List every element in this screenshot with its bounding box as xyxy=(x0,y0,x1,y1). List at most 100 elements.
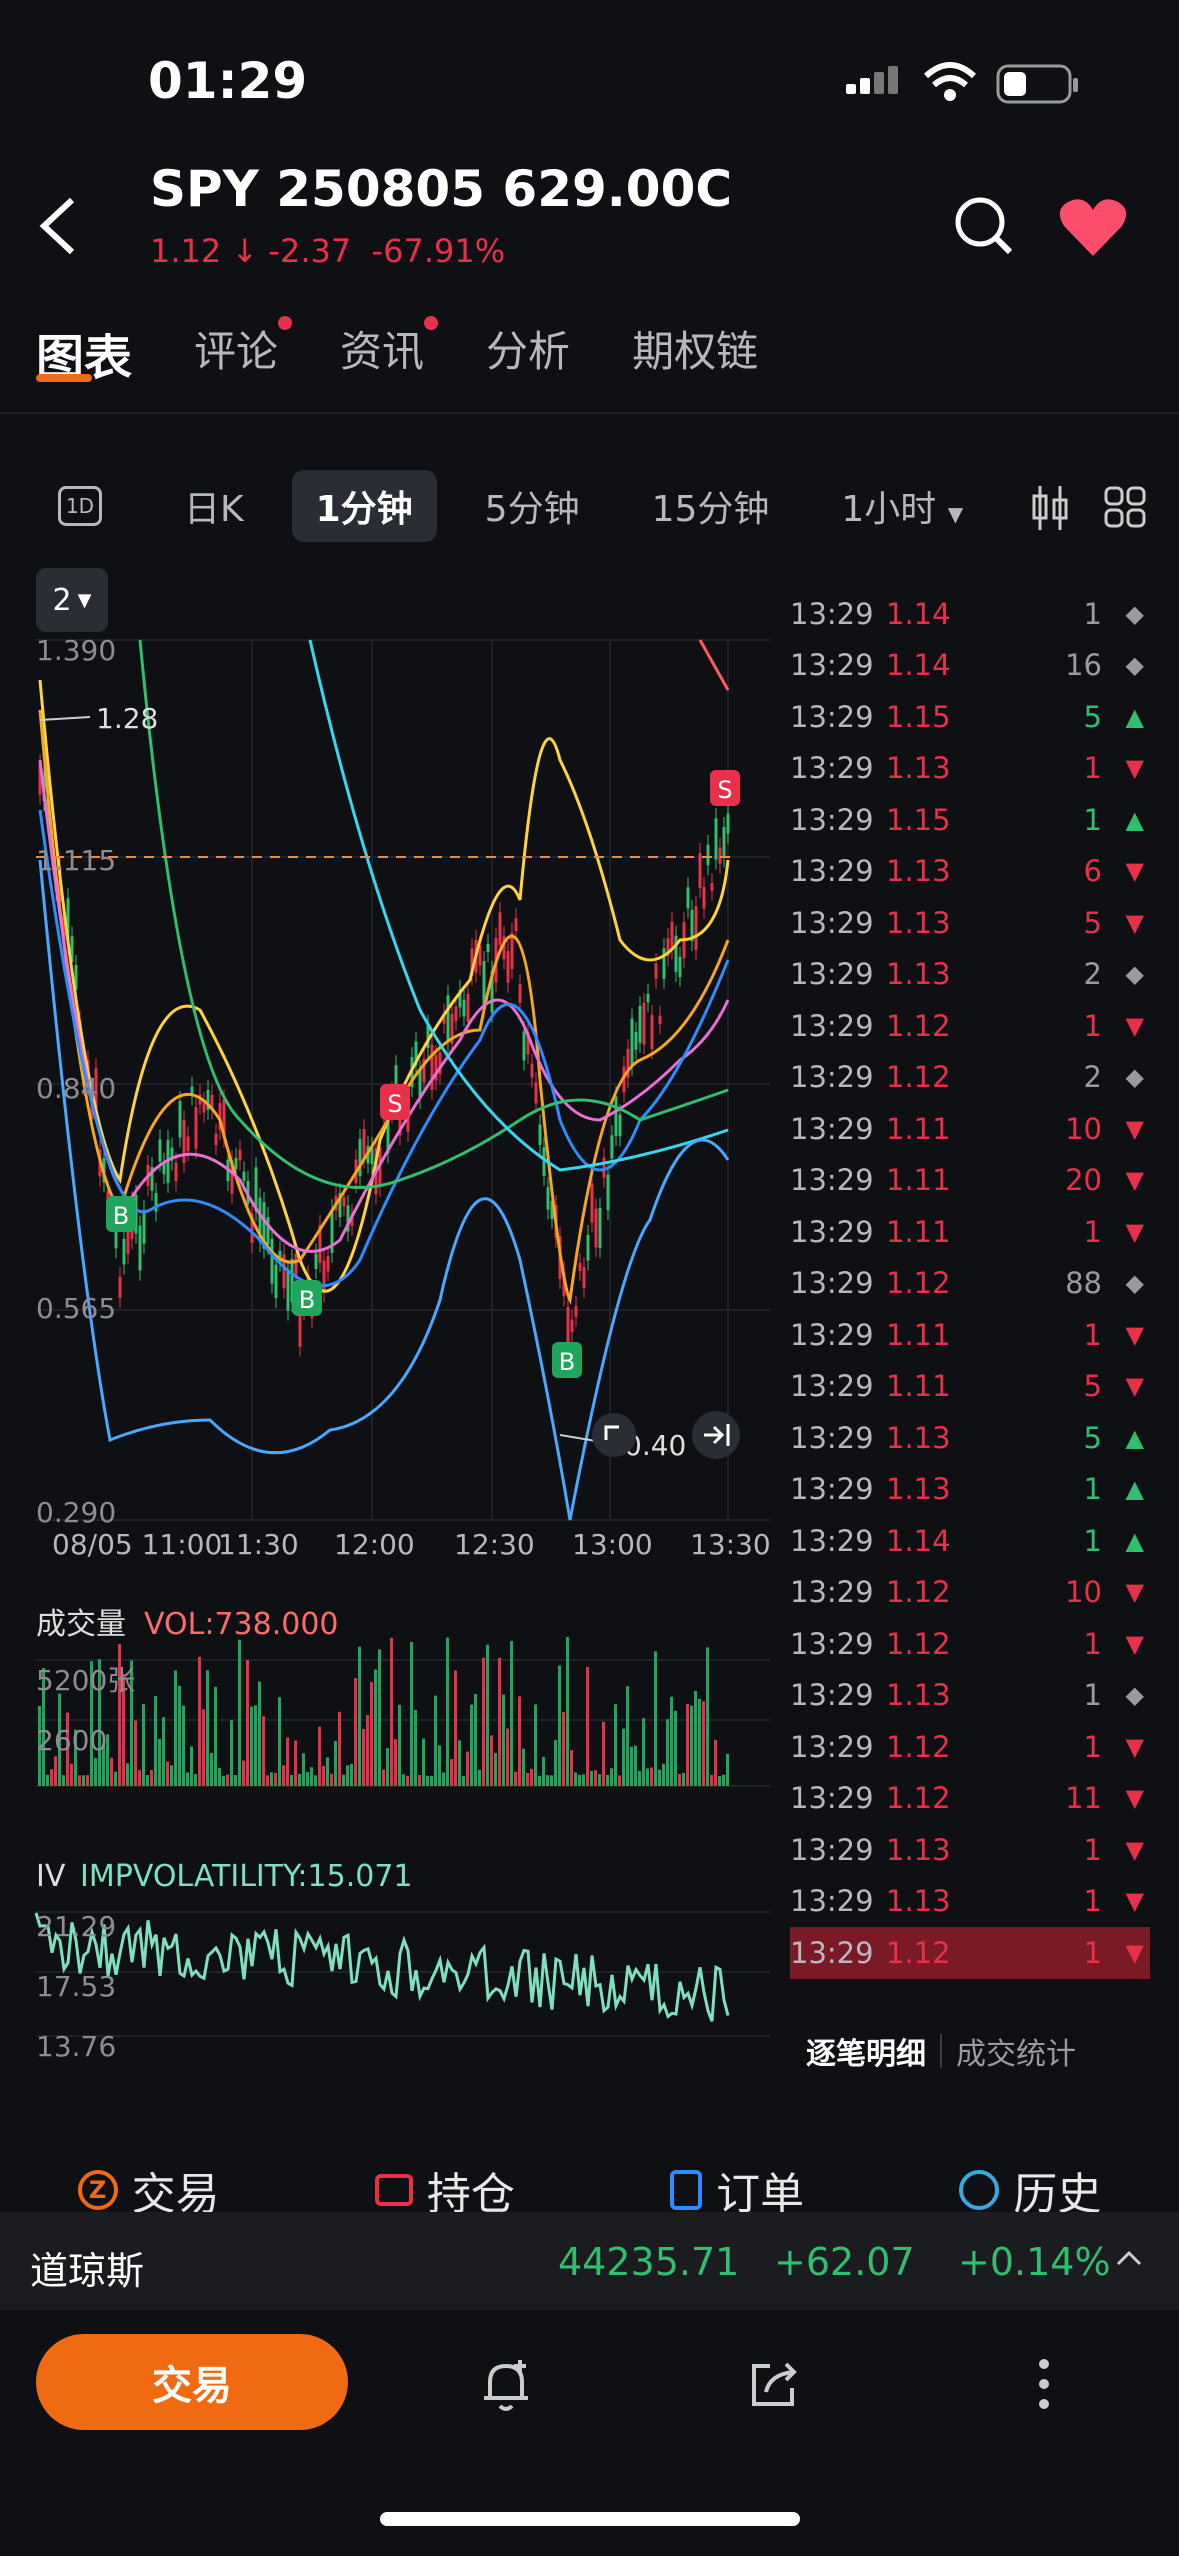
candle-body xyxy=(218,1102,222,1131)
period-1d-icon[interactable]: 1D xyxy=(58,486,102,526)
volume-bar xyxy=(82,1775,85,1786)
period-1hour[interactable]: 1小时 ▼ xyxy=(841,489,964,530)
chevron-up-icon[interactable] xyxy=(1114,2248,1144,2272)
iv-tick: 21.29 xyxy=(36,1910,116,1943)
sell-marker[interactable]: S xyxy=(710,770,740,806)
trade-ticks-list: 13:29 1.14 1 ◆ 13:29 1.14 16 ◆ 13:29 1.15 5 ▲ 13:29 1… xyxy=(790,588,1150,1979)
volume-value: VOL:738.000 xyxy=(144,1607,339,1642)
trade-price: 1.13 xyxy=(886,905,951,940)
candle-body xyxy=(502,936,506,960)
share-icon[interactable] xyxy=(744,2354,804,2418)
period-day[interactable]: 日K xyxy=(184,489,244,530)
tab-news[interactable]: 资讯 xyxy=(340,316,439,388)
sell-marker[interactable]: S xyxy=(380,1084,410,1120)
trade-price: 1.12 xyxy=(886,1008,951,1043)
trade-time: 13:29 xyxy=(790,1317,874,1352)
search-icon[interactable] xyxy=(952,194,1016,262)
volume-bar xyxy=(550,1775,553,1786)
volume-bar xyxy=(442,1772,445,1786)
volume-bar xyxy=(386,1748,389,1786)
chart-area[interactable]: 1.28 0.40 1.390 1.115 0.840 0.565 0.290 … xyxy=(0,560,780,2080)
volume-bar xyxy=(254,1705,257,1786)
volume-bar xyxy=(650,1767,653,1786)
buy-marker[interactable]: B xyxy=(106,1196,136,1232)
iv-tick: 17.53 xyxy=(36,1970,116,2003)
ticker-value: 44235.71 xyxy=(558,2240,740,2284)
notification-dot xyxy=(278,316,293,330)
trade-row: 13:29 1.11 10 ▼ xyxy=(790,1103,1150,1155)
volume-bar xyxy=(342,1774,345,1786)
up-triangle-icon: ▲ xyxy=(1125,1475,1144,1504)
period-5min[interactable]: 5分钟 xyxy=(484,489,580,530)
trade-time: 13:29 xyxy=(790,751,874,786)
candle-body xyxy=(530,1063,534,1078)
tab-trade-stats[interactable]: 成交统计 xyxy=(956,2037,1076,2072)
volume-bar xyxy=(350,1764,353,1786)
candle-body xyxy=(286,1271,290,1311)
tab-analysis[interactable]: 分析 xyxy=(486,327,571,376)
nav-history[interactable]: 历史 xyxy=(959,2150,1101,2230)
scroll-to-latest-icon[interactable] xyxy=(692,1411,740,1459)
alert-bell-icon[interactable] xyxy=(476,2354,536,2418)
trade-time: 13:29 xyxy=(790,1678,874,1713)
volume-bar xyxy=(610,1768,613,1786)
candle-body xyxy=(590,1183,594,1223)
nav-orders[interactable]: 订单 xyxy=(670,2150,804,2230)
candle-body xyxy=(154,1192,158,1212)
tab-tick-details[interactable]: 逐笔明细 xyxy=(806,2037,926,2072)
buy-marker[interactable]: B xyxy=(552,1342,582,1378)
trade-row: 13:29 1.12 2 ◆ xyxy=(790,1052,1150,1104)
candle-body xyxy=(194,1106,198,1149)
nav-trade[interactable]: Z 交易 xyxy=(77,2150,220,2230)
candle-style-icon[interactable] xyxy=(1030,484,1070,536)
nav-positions[interactable]: 持仓 xyxy=(374,2150,515,2230)
trade-price: 1.13 xyxy=(886,1472,951,1507)
buy-marker[interactable]: B xyxy=(292,1280,322,1316)
volume-bar xyxy=(290,1774,293,1786)
trade-row: 13:29 1.13 1 ▼ xyxy=(790,1824,1150,1876)
trade-button[interactable]: 交易 xyxy=(36,2334,348,2430)
volume-bar xyxy=(458,1740,461,1786)
last-price: 1.12 xyxy=(150,232,222,270)
period-1min[interactable]: 1分钟 xyxy=(291,470,437,542)
back-icon[interactable] xyxy=(36,196,80,260)
candle-body xyxy=(350,1213,354,1227)
candle-body xyxy=(574,1306,578,1317)
candle-body xyxy=(150,1167,154,1191)
time-tick: 11:30 xyxy=(218,1528,299,1561)
tab-comments[interactable]: 评论 xyxy=(194,316,293,388)
trade-row: 13:29 1.13 5 ▲ xyxy=(790,1412,1150,1464)
trade-qty: 16 xyxy=(1065,648,1102,683)
volume-bar xyxy=(414,1709,417,1786)
tab-chart[interactable]: 图表 xyxy=(36,330,133,386)
trade-price: 1.14 xyxy=(886,1523,951,1558)
candle-body xyxy=(262,1202,266,1249)
volume-bar xyxy=(46,1774,49,1786)
trade-qty: 1 xyxy=(1083,1832,1102,1867)
trade-qty: 1 xyxy=(1083,1626,1102,1661)
indicator-layer-dropdown[interactable]: 2 ▼ xyxy=(36,568,108,632)
iv-title: IV xyxy=(36,1859,66,1894)
volume-bar xyxy=(474,1694,477,1786)
more-icon[interactable] xyxy=(1036,2354,1052,2418)
trade-row: 13:29 1.12 1 ▼ xyxy=(790,1927,1150,1979)
trade-price: 1.13 xyxy=(886,1678,951,1713)
volume-bar xyxy=(74,1729,77,1786)
tab-option-chain[interactable]: 期权链 xyxy=(632,327,759,376)
volume-bar xyxy=(666,1719,669,1786)
layout-grid-icon[interactable] xyxy=(1104,486,1146,532)
index-ticker[interactable]: 道琼斯 44235.71 +62.07 +0.14% xyxy=(0,2212,1179,2310)
candle-body xyxy=(550,1200,554,1219)
candle-body xyxy=(118,1276,122,1298)
favorite-heart-icon[interactable] xyxy=(1058,196,1128,262)
volume-bar xyxy=(686,1703,689,1786)
candle-body xyxy=(186,1136,190,1152)
up-triangle-icon: ▲ xyxy=(1125,805,1144,834)
expand-icon[interactable] xyxy=(592,1413,636,1457)
candle-body xyxy=(106,1190,110,1204)
volume-bar xyxy=(570,1750,573,1786)
period-15min[interactable]: 15分钟 xyxy=(651,489,770,530)
volume-bar xyxy=(162,1717,165,1786)
volume-bar xyxy=(66,1712,69,1786)
candle-body xyxy=(178,1101,182,1138)
